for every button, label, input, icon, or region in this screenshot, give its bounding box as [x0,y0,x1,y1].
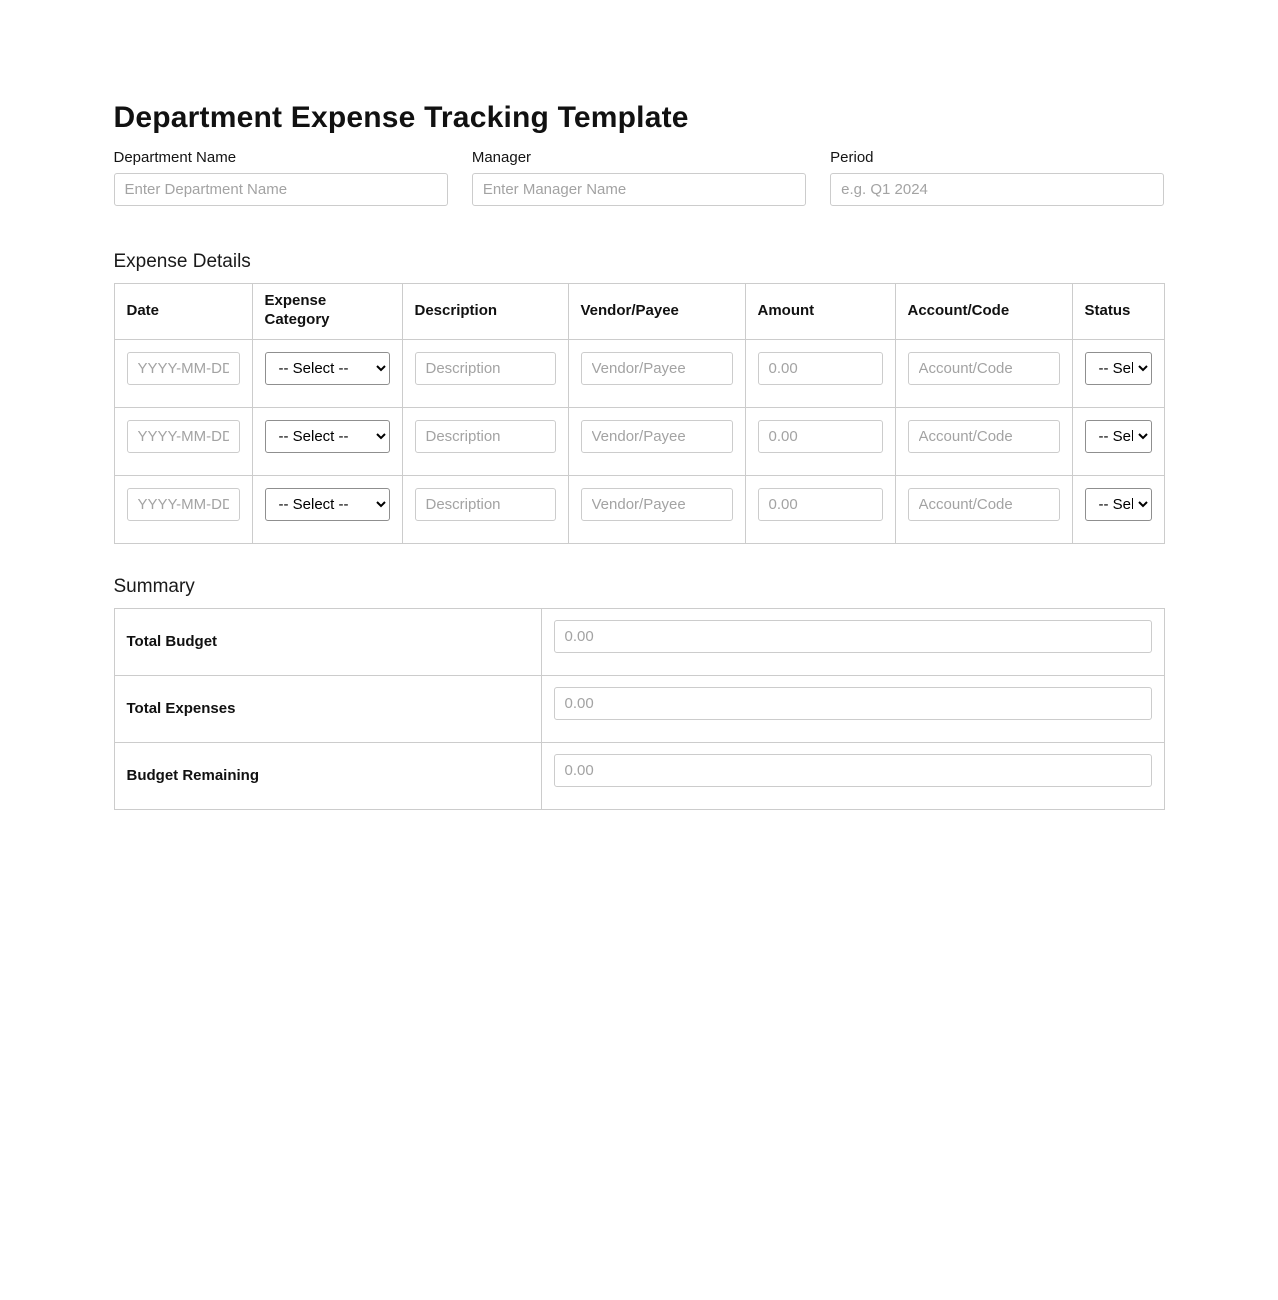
vendor-payee-input[interactable] [580,487,733,521]
manager-input[interactable] [471,172,807,206]
summary-heading: Summary [113,575,195,597]
column-header-status: Status [1071,282,1165,340]
date-input[interactable] [126,419,240,453]
expense-category-select[interactable]: -- Select -- [264,487,390,521]
amount-input[interactable] [757,351,883,385]
period-input[interactable] [830,172,1165,206]
vendor-payee-input[interactable] [580,351,733,385]
summary-table: Total Budget Total Expenses Budget Remai… [113,607,1165,810]
summary-row-label: Total Expenses [113,674,542,743]
amount-input[interactable] [757,419,883,453]
expense-row: -- Select -- -- Select -- [113,406,1165,476]
status-select[interactable]: -- Select -- [1084,487,1152,521]
expense-table-header-row: Date Expense Category Description Vendor… [113,282,1165,340]
summary-row: Total Budget [113,607,1165,676]
vendor-payee-input[interactable] [580,419,733,453]
department-name-input[interactable] [113,172,448,206]
summary-row: Total Expenses [113,674,1165,743]
column-header-account-code: Account/Code [894,282,1073,340]
header-fields: Department Name Manager Period [113,148,1165,206]
description-input[interactable] [414,487,556,521]
summary-input[interactable] [553,753,1152,787]
account-code-input[interactable] [907,419,1060,453]
expense-row: -- Select -- -- Select -- [113,474,1165,544]
account-code-input[interactable] [907,487,1060,521]
department-name-field: Department Name [113,148,448,206]
expense-details-heading: Expense Details [113,250,251,272]
date-input[interactable] [126,351,240,385]
column-header-expense-category: Expense Category [251,282,403,340]
date-input[interactable] [126,487,240,521]
page-title: Department Expense Tracking Template [113,101,689,134]
account-code-input[interactable] [907,351,1060,385]
expense-category-select[interactable]: -- Select -- [264,351,390,385]
column-header-vendor-payee: Vendor/Payee [567,282,746,340]
period-field: Period [830,148,1165,206]
manager-field: Manager [471,148,807,206]
summary-row-label: Total Budget [113,607,542,676]
status-select[interactable]: -- Select -- [1084,419,1152,453]
description-input[interactable] [414,419,556,453]
description-input[interactable] [414,351,556,385]
amount-input[interactable] [757,487,883,521]
summary-input[interactable] [553,686,1152,720]
expense-tracking-page: Department Expense Tracking Template Dep… [113,0,1165,890]
summary-row: Budget Remaining [113,741,1165,810]
summary-row-label: Budget Remaining [113,741,542,810]
expense-details-table: Date Expense Category Description Vendor… [113,282,1165,544]
expense-row: -- Select -- -- Select -- [113,338,1165,408]
summary-input[interactable] [553,619,1152,653]
status-select[interactable]: -- Select -- [1084,351,1152,385]
column-header-description: Description [401,282,569,340]
manager-label: Manager [471,148,532,166]
expense-category-select[interactable]: -- Select -- [264,419,390,453]
department-name-label: Department Name [113,148,237,166]
column-header-date: Date [113,282,253,340]
period-label: Period [830,148,874,166]
column-header-amount: Amount [744,282,896,340]
